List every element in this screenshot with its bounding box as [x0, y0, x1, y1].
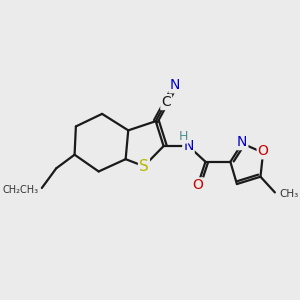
Text: N: N [169, 78, 180, 92]
Text: CH₃: CH₃ [280, 189, 299, 199]
Text: H: H [178, 130, 188, 142]
Text: O: O [192, 178, 203, 192]
Text: O: O [258, 144, 268, 158]
Text: CH₂CH₃: CH₂CH₃ [3, 185, 39, 195]
Text: N: N [183, 139, 194, 153]
Text: S: S [139, 159, 149, 174]
Text: C: C [161, 95, 171, 109]
Text: N: N [237, 135, 247, 149]
